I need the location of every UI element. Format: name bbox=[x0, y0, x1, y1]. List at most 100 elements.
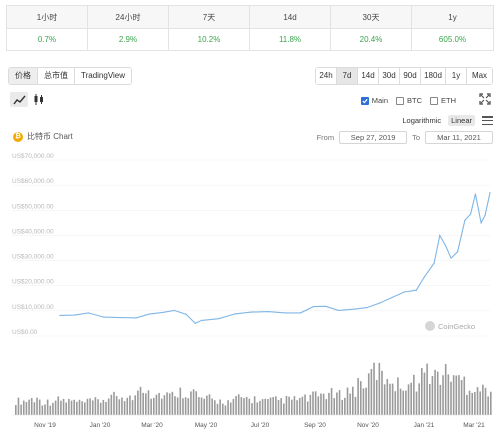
volume-bar bbox=[405, 390, 407, 415]
change-value: 10.2% bbox=[197, 35, 221, 44]
price-point bbox=[403, 291, 405, 293]
volume-bar bbox=[91, 400, 94, 415]
volume-bar bbox=[89, 398, 91, 415]
change-value: 20.4% bbox=[359, 35, 383, 44]
tab-market-cap[interactable]: 总市值 bbox=[38, 68, 75, 84]
scale-logarithmic[interactable]: Logarithmic bbox=[402, 116, 442, 125]
volume-bar bbox=[386, 379, 389, 415]
tab-tradingview[interactable]: TradingView bbox=[75, 68, 132, 84]
volume-bar bbox=[394, 391, 397, 415]
volume-bar bbox=[482, 384, 484, 415]
checkbox-main[interactable] bbox=[360, 96, 369, 105]
chart-title: ₿ 比特币 Chart bbox=[13, 131, 73, 142]
volume-bar bbox=[33, 402, 36, 415]
volume-bar bbox=[160, 398, 163, 415]
change-period-header: 1y bbox=[412, 6, 493, 29]
volume-bar bbox=[142, 392, 144, 415]
volume-bar bbox=[296, 400, 298, 415]
scale-linear[interactable]: Linear bbox=[448, 115, 475, 126]
volume-bar bbox=[94, 397, 97, 415]
x-tick-label: Mar '21 bbox=[463, 422, 485, 429]
price-point bbox=[391, 296, 393, 299]
volume-bar bbox=[44, 404, 46, 415]
range-30d[interactable]: 30d bbox=[379, 68, 400, 84]
change-value: 605.0% bbox=[438, 35, 467, 44]
checkbox-btc[interactable] bbox=[396, 96, 404, 105]
range-24h[interactable]: 24h bbox=[316, 68, 337, 84]
volume-bar bbox=[378, 362, 381, 415]
to-date-input[interactable]: Mar 11, 2021 bbox=[425, 131, 493, 144]
series-eth-toggle[interactable]: ETH bbox=[430, 96, 456, 105]
volume-bar bbox=[452, 375, 455, 415]
price-point bbox=[173, 309, 175, 311]
range-7d[interactable]: 7d bbox=[337, 68, 358, 84]
candlestick-chart-button[interactable] bbox=[30, 92, 48, 107]
volume-bar bbox=[28, 399, 30, 415]
volume-bar bbox=[200, 397, 203, 415]
series-main-toggle[interactable]: Main bbox=[360, 96, 388, 105]
volume-bar bbox=[17, 397, 20, 415]
time-range-tabs: 24h 7d 14d 30d 90d 180d 1y Max bbox=[315, 67, 493, 85]
volume-bar bbox=[373, 362, 375, 415]
price-point bbox=[444, 244, 447, 247]
volume-bar bbox=[208, 394, 211, 415]
volume-bar bbox=[52, 402, 54, 415]
volume-bar bbox=[49, 405, 52, 415]
price-point bbox=[457, 251, 459, 253]
volume-bar bbox=[399, 388, 402, 415]
volume-bar bbox=[81, 401, 83, 415]
menu-icon[interactable] bbox=[482, 116, 493, 125]
volume-bar bbox=[15, 405, 17, 415]
line-chart-button[interactable] bbox=[10, 92, 28, 107]
volume-bar bbox=[333, 398, 336, 415]
volume-bar bbox=[402, 390, 405, 415]
fullscreen-icon[interactable] bbox=[479, 93, 491, 105]
x-tick-label: Jan '20 bbox=[90, 422, 111, 429]
x-tick-label: Nov '20 bbox=[357, 422, 379, 429]
volume-bar bbox=[86, 398, 89, 415]
volume-bar bbox=[73, 399, 75, 415]
volume-bar bbox=[152, 397, 155, 415]
volume-bar bbox=[76, 401, 78, 415]
price-point bbox=[415, 289, 417, 291]
price-point bbox=[148, 313, 150, 315]
range-max[interactable]: Max bbox=[467, 68, 492, 84]
volume-bar bbox=[357, 378, 359, 415]
tab-price[interactable]: 价格 bbox=[9, 68, 38, 84]
range-180d[interactable]: 180d bbox=[421, 68, 446, 84]
volume-bar bbox=[466, 394, 468, 415]
price-line bbox=[59, 192, 491, 325]
range-1y[interactable]: 1y bbox=[446, 68, 467, 84]
volume-bar bbox=[320, 393, 322, 415]
series-btc-toggle[interactable]: BTC bbox=[396, 96, 422, 105]
price-point bbox=[469, 213, 472, 215]
price-chart[interactable]: US$70,000.00 US$60,000.00 US$50,000.00 US$4… bbox=[0, 150, 500, 438]
volume-bar bbox=[229, 402, 232, 415]
volume-bar bbox=[370, 369, 373, 415]
price-point bbox=[250, 311, 252, 313]
change-column: 1y 605.0% bbox=[412, 6, 493, 50]
range-14d[interactable]: 14d bbox=[358, 68, 379, 84]
checkbox-eth[interactable] bbox=[430, 96, 438, 105]
price-change-table: 1小时 0.7% 24小时 2.9% 7天 10.2% 14d 11.8% 30天 20.4% 1y… bbox=[6, 5, 494, 51]
volume-bar bbox=[365, 387, 367, 415]
change-column: 1小时 0.7% bbox=[7, 6, 88, 50]
price-point bbox=[354, 308, 356, 310]
price-point bbox=[464, 219, 466, 221]
volume-bar bbox=[434, 369, 436, 415]
volume-bar bbox=[256, 402, 259, 415]
volume-bar bbox=[46, 399, 49, 415]
volume-bar bbox=[198, 397, 200, 415]
price-point bbox=[366, 306, 368, 309]
volume-bar bbox=[367, 373, 370, 415]
range-90d[interactable]: 90d bbox=[400, 68, 421, 84]
volume-bar bbox=[68, 398, 70, 415]
volume-bar bbox=[283, 403, 285, 415]
price-point bbox=[284, 312, 286, 314]
change-value: 2.9% bbox=[118, 35, 138, 44]
volume-bar bbox=[187, 398, 190, 415]
from-date-input[interactable]: Sep 27, 2019 bbox=[339, 131, 408, 144]
price-point bbox=[59, 314, 61, 316]
volume-bar bbox=[78, 399, 81, 415]
from-label: From bbox=[316, 133, 335, 142]
